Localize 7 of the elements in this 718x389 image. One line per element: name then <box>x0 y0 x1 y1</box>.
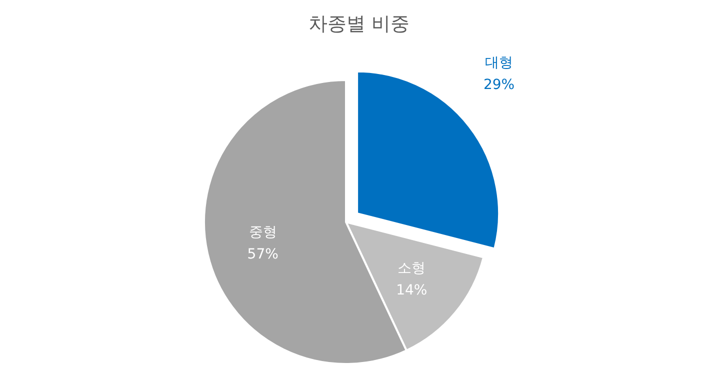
data-label: 57% <box>247 246 278 263</box>
slice-label: 소형 <box>398 260 426 276</box>
slice-label: 중형 <box>248 224 277 241</box>
slice-label: 대형 <box>485 55 514 72</box>
data-label: 14% <box>396 282 428 298</box>
chart-title: 차종별 비중 <box>308 13 410 35</box>
data-label: 29% <box>483 77 515 94</box>
